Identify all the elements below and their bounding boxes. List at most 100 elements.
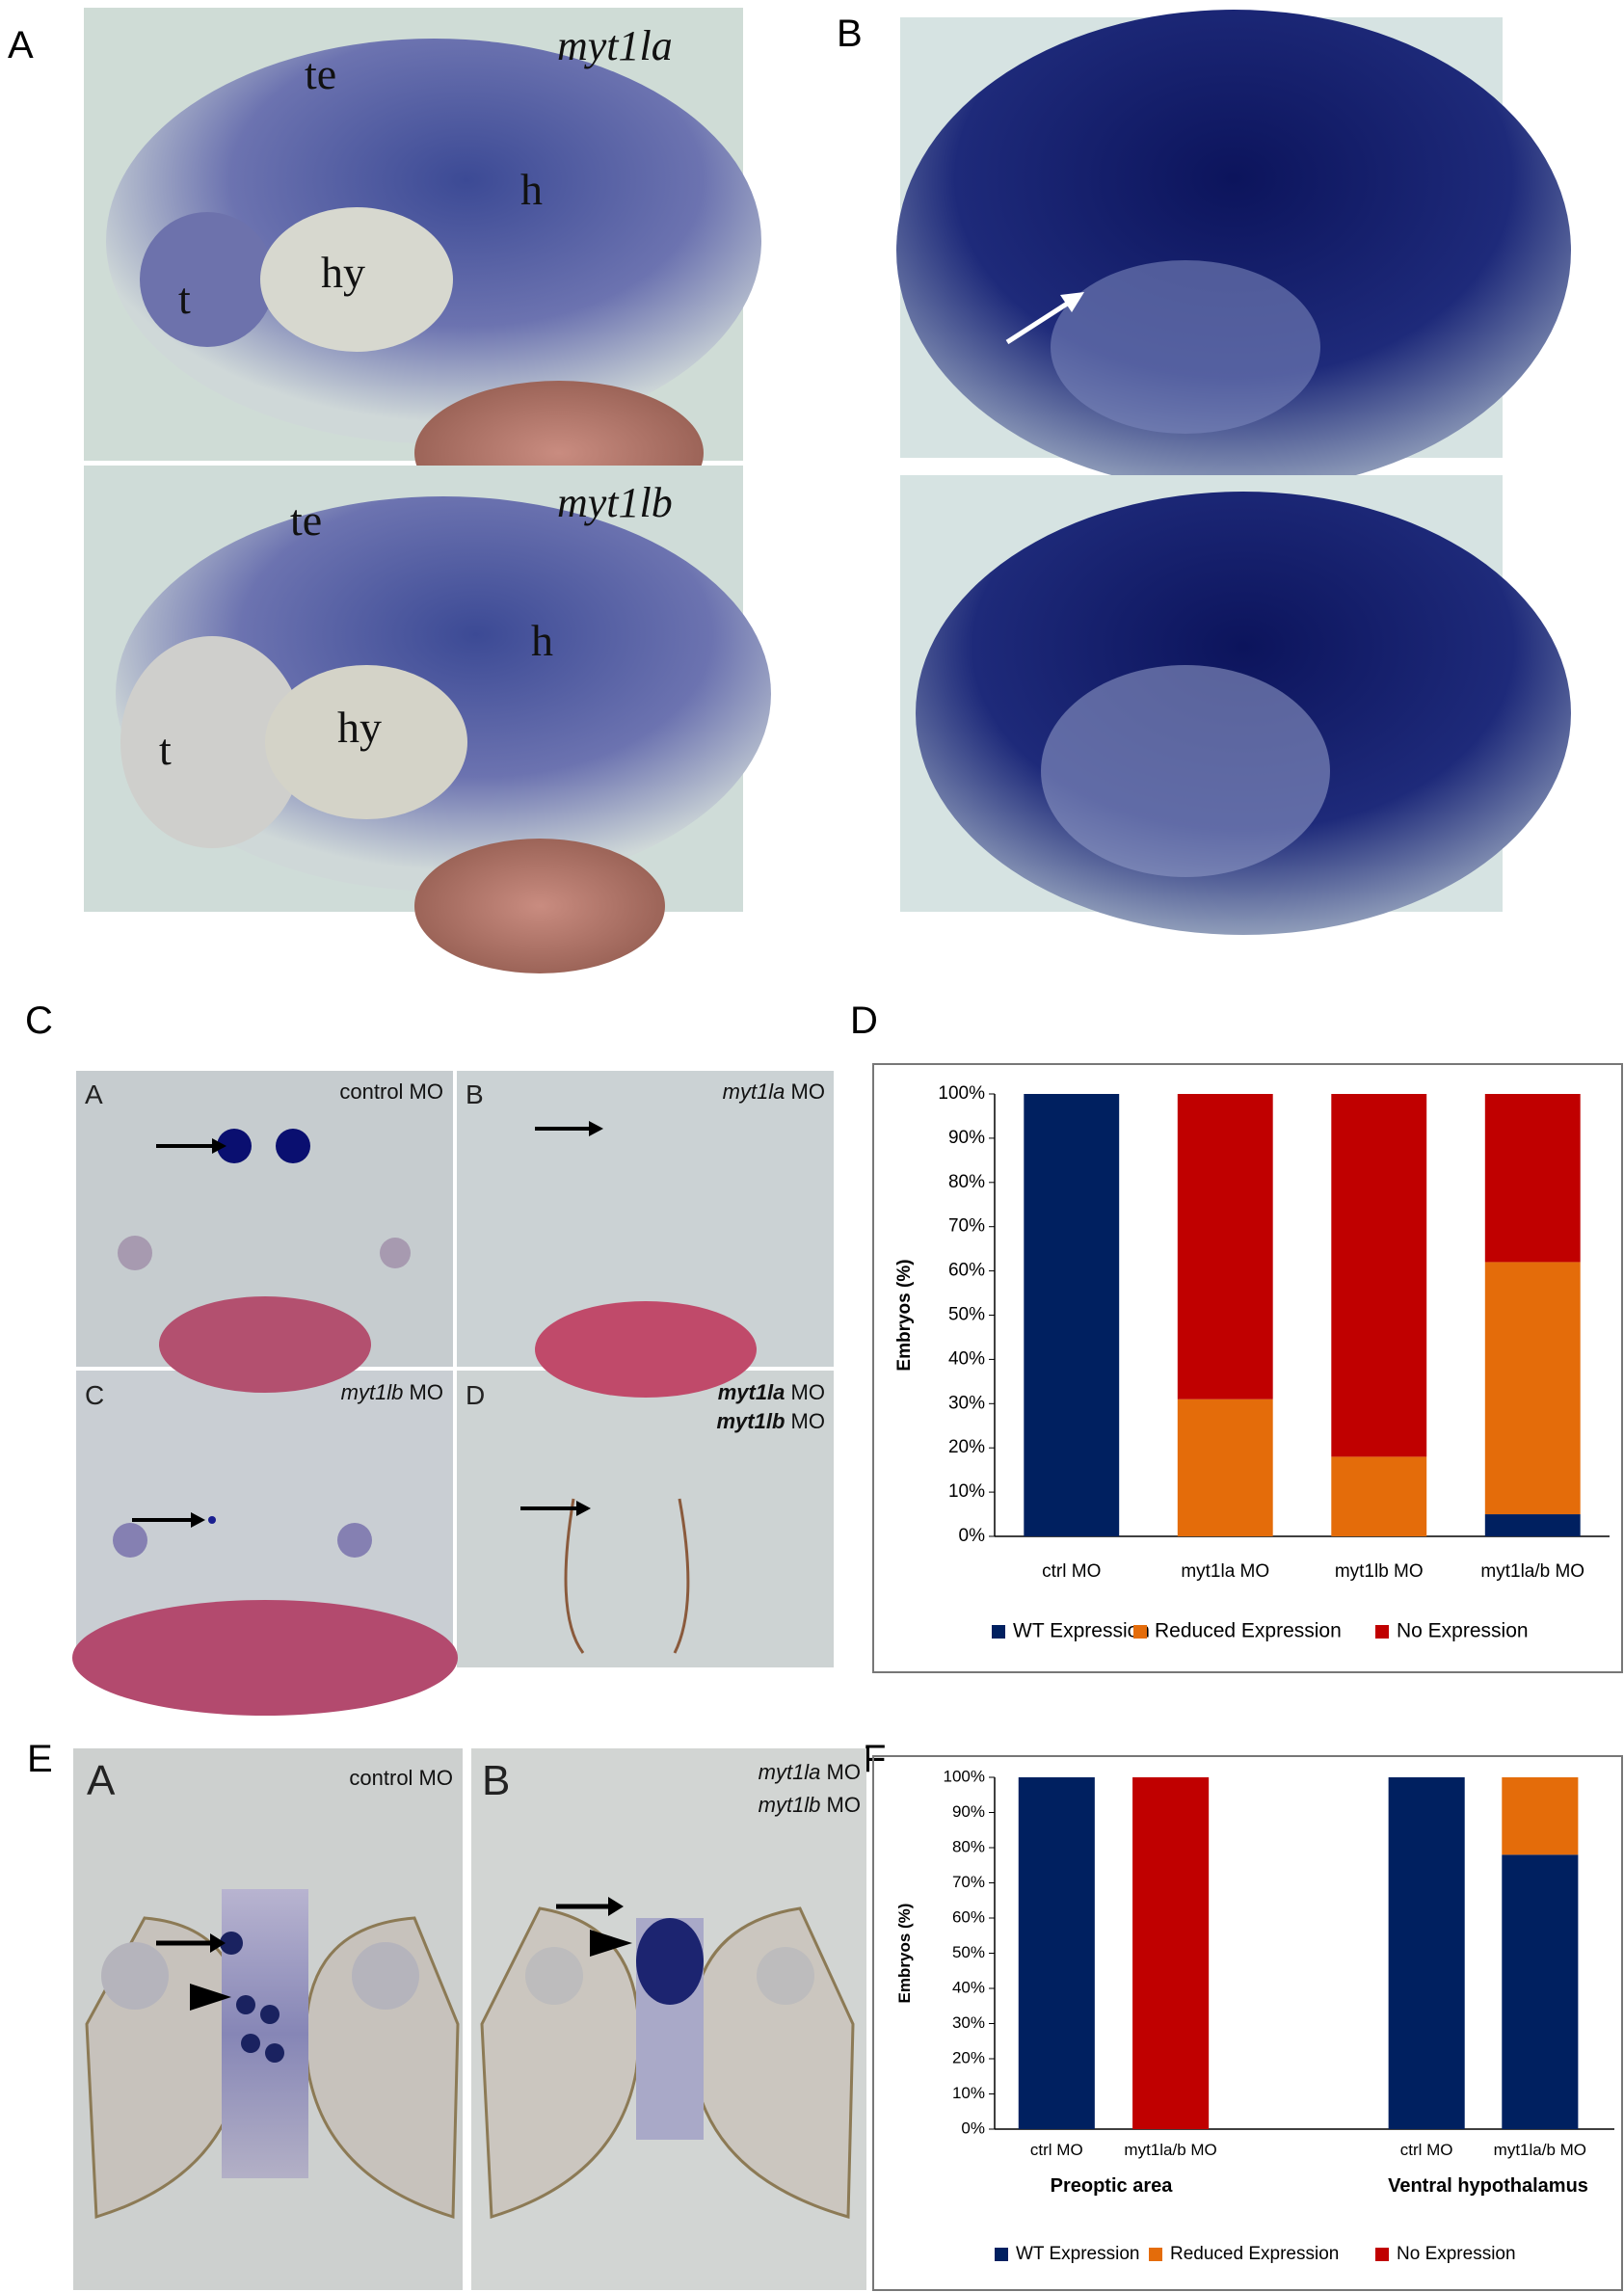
x-tick-label: myt1la/b MO	[1480, 1561, 1584, 1582]
arrow	[1005, 296, 1077, 345]
subpanel-label: A	[85, 1079, 103, 1109]
bar-segment	[1132, 1777, 1210, 2129]
legend-label: WT Expression	[1013, 1620, 1150, 1642]
x-tick-label: ctrl MO	[1400, 2141, 1453, 2159]
legend-swatch	[992, 1625, 1005, 1639]
arrowhead	[190, 1984, 231, 2011]
legend-label: Reduced Expression	[1170, 2244, 1339, 2264]
legend-label: No Expression	[1397, 2244, 1516, 2264]
y-tick-label: 30%	[952, 2013, 985, 2032]
group-label: Ventral hypothalamus	[1388, 2175, 1588, 2197]
bar-segment	[1331, 1094, 1427, 1457]
legend-swatch	[1149, 2248, 1162, 2261]
subpanel-label: C	[85, 1380, 104, 1410]
bar-segment	[1502, 1777, 1579, 1855]
caption: myt1lb MO	[341, 1380, 443, 1404]
gene-name: myt1la	[718, 1380, 785, 1404]
caption-text: MO	[827, 1793, 861, 1817]
legend-swatch	[1375, 1625, 1389, 1639]
y-tick-label: 100%	[944, 1767, 985, 1785]
subpanel-label: A	[87, 1757, 116, 1804]
y-tick-label: 20%	[952, 2048, 985, 2066]
group-label: Preoptic area	[1051, 2175, 1174, 2197]
caption: myt1lb MO	[717, 1409, 826, 1433]
caption: control MO	[349, 1766, 453, 1790]
caption-text: MO	[827, 1760, 861, 1784]
panel-label: A	[8, 24, 34, 67]
legend-swatch	[995, 2248, 1008, 2261]
subpanel-label: B	[482, 1757, 510, 1804]
region-label: h	[531, 616, 553, 665]
legend-label: No Expression	[1397, 1620, 1529, 1642]
bar-segment	[1177, 1399, 1273, 1536]
photo-grid: A B C D control MO myt1la MO myt1lb MO m…	[72, 1071, 834, 1716]
y-tick-label: 0%	[959, 1526, 986, 1546]
region-label: hy	[321, 248, 365, 297]
region-label: h	[520, 165, 543, 214]
y-tick-label: 40%	[952, 1978, 985, 1996]
y-tick-label: 30%	[948, 1393, 985, 1413]
gene-name: myt1lb	[759, 1793, 821, 1817]
chart-frame	[872, 1063, 1623, 1673]
x-tick-label: myt1la MO	[1181, 1561, 1269, 1582]
y-tick-label: 50%	[948, 1305, 985, 1325]
region-label: hy	[337, 703, 382, 752]
arrowhead	[590, 1930, 632, 1957]
gene-label: myt1la	[557, 22, 673, 69]
region-label: t	[159, 725, 172, 774]
y-tick-label: 60%	[948, 1261, 985, 1281]
y-tick-label: 0%	[961, 2119, 985, 2137]
gene-name: myt1la	[759, 1760, 821, 1784]
y-tick-label: 70%	[952, 1873, 985, 1891]
panel-label: E	[27, 1738, 53, 1780]
legend-label: Reduced Expression	[1155, 1620, 1342, 1642]
gene-name: myt1lb	[341, 1380, 404, 1404]
caption-text: MO	[791, 1380, 825, 1404]
caption-text: MO	[791, 1079, 825, 1104]
bar-segment	[1177, 1094, 1273, 1399]
caption: myt1lb MO	[759, 1793, 861, 1817]
x-tick-label: myt1la/b MO	[1494, 2141, 1586, 2159]
region-label: te	[290, 495, 322, 545]
photo: te h t hy myt1lb	[84, 466, 771, 973]
arrowhead	[212, 1138, 226, 1154]
y-tick-label: 50%	[952, 1943, 985, 1961]
caption-text: MO	[791, 1409, 825, 1433]
legend-swatch	[1133, 1625, 1147, 1639]
y-tick-label: 100%	[938, 1083, 985, 1104]
y-axis-label: Embryos (%)	[894, 1259, 915, 1371]
bar-segment	[1018, 1777, 1095, 2129]
y-tick-label: 40%	[948, 1348, 985, 1369]
bar-segment	[1484, 1514, 1581, 1536]
region-label: te	[305, 49, 336, 98]
subpanel-label: D	[466, 1380, 485, 1410]
arrowhead	[210, 1933, 226, 1953]
y-tick-label: 10%	[952, 2084, 985, 2102]
x-tick-label: myt1lb MO	[1335, 1561, 1424, 1582]
chart-frame	[872, 1755, 1623, 2291]
y-tick-label: 20%	[948, 1437, 985, 1457]
x-tick-label: ctrl MO	[1042, 1561, 1101, 1582]
y-tick-label: 90%	[952, 1802, 985, 1821]
caption: myt1la MO	[723, 1079, 825, 1104]
y-tick-label: 90%	[948, 1128, 985, 1148]
caption-text: MO	[410, 1380, 443, 1404]
gene-name: myt1la	[723, 1079, 785, 1104]
y-axis-label: Embryos (%)	[895, 1904, 914, 2004]
y-tick-label: 10%	[948, 1481, 985, 1502]
caption: control MO	[339, 1079, 443, 1104]
arrowhead	[608, 1897, 624, 1916]
x-tick-label: myt1la/b MO	[1124, 2141, 1216, 2159]
arrowhead	[1060, 292, 1084, 312]
bar-segment	[1484, 1094, 1581, 1263]
y-tick-label: 80%	[952, 1837, 985, 1855]
bar-segment	[1024, 1094, 1120, 1536]
photo	[896, 10, 1571, 492]
y-tick-label: 60%	[952, 1907, 985, 1926]
photo-pair: A B control MO myt1la MO myt1lb MO	[73, 1748, 866, 2290]
panel-label: F	[863, 1738, 886, 1780]
photo	[900, 475, 1571, 935]
arrowhead	[589, 1121, 603, 1136]
